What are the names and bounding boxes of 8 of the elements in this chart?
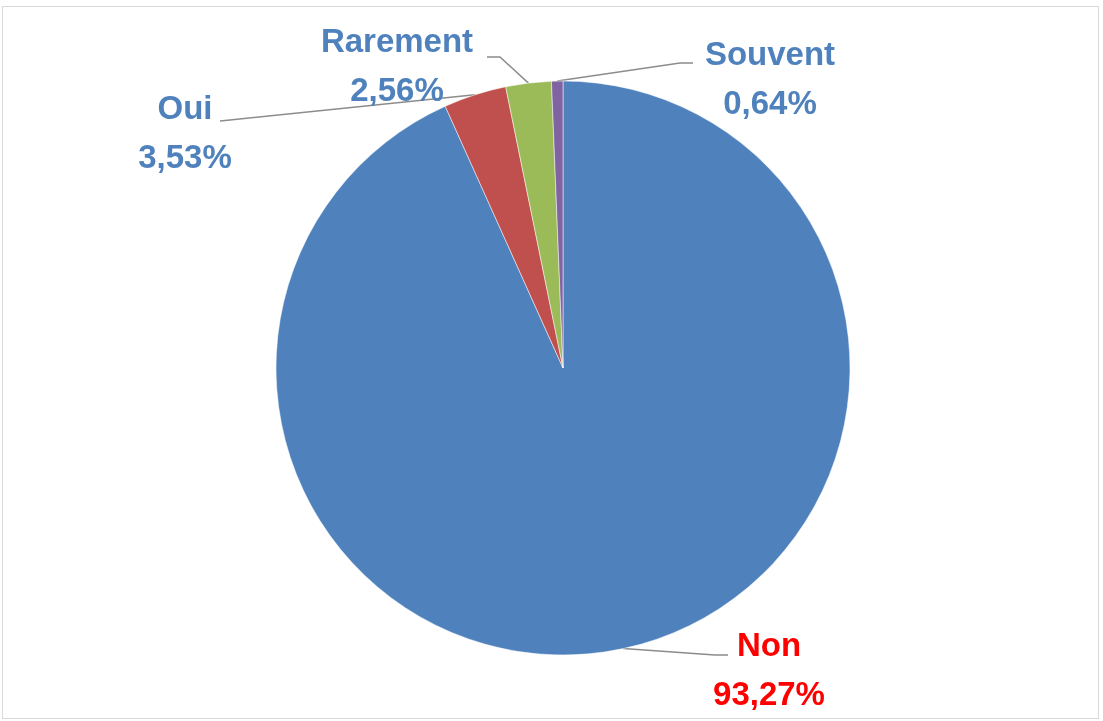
slice-label: Non: [736, 626, 802, 663]
slice-label: Rarement: [320, 22, 474, 59]
slice-label: Souvent: [704, 35, 836, 72]
data-label: 93,27%: [713, 675, 825, 712]
slice-label: Oui: [157, 89, 213, 126]
data-label: 2,56%: [350, 71, 444, 108]
data-label: 0,64%: [723, 84, 817, 121]
data-label: 3,53%: [138, 138, 232, 175]
